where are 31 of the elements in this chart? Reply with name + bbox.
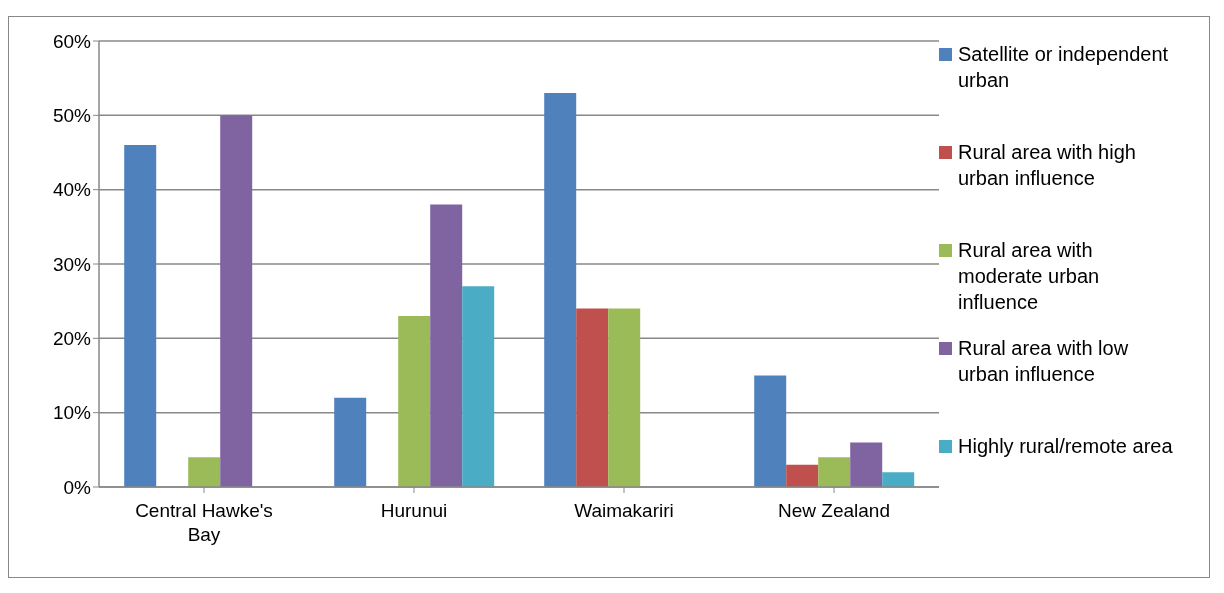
y-tick-label: 30% [52,253,92,275]
bar [544,93,577,487]
bar [188,457,221,487]
y-tick-label: 40% [52,179,92,201]
y-tick-label: 50% [52,105,92,127]
bar [754,375,787,487]
bar [430,204,463,487]
bar [786,464,819,487]
bar [882,472,915,487]
bar [576,308,609,487]
x-tick-label: Hurunui [380,500,448,521]
y-tick-label: 10% [52,402,92,424]
x-tick-label: New Zealand [778,500,890,521]
bar [462,286,495,487]
legend-label: Satellite or independent urban [958,42,1170,93]
x-tick-label: Waimakariri [574,500,674,521]
y-tick-label: 0% [63,476,92,498]
bar [608,308,641,487]
bar [398,316,431,487]
bar [818,457,851,487]
bar [124,145,157,487]
bar [220,115,253,487]
x-tick-label: Central Hawke's Bay [135,500,273,545]
legend-label: Rural area with moderate urban influence [958,238,1101,315]
y-tick-label: 60% [52,30,92,52]
legend-label: Rural area with low urban influence [958,336,1130,387]
y-tick-label: 20% [52,328,92,350]
legend-label: Rural area with high urban influence [958,140,1137,191]
legend-label: Highly rural/remote area [958,434,1173,459]
bar [334,397,367,487]
bar [850,442,883,487]
